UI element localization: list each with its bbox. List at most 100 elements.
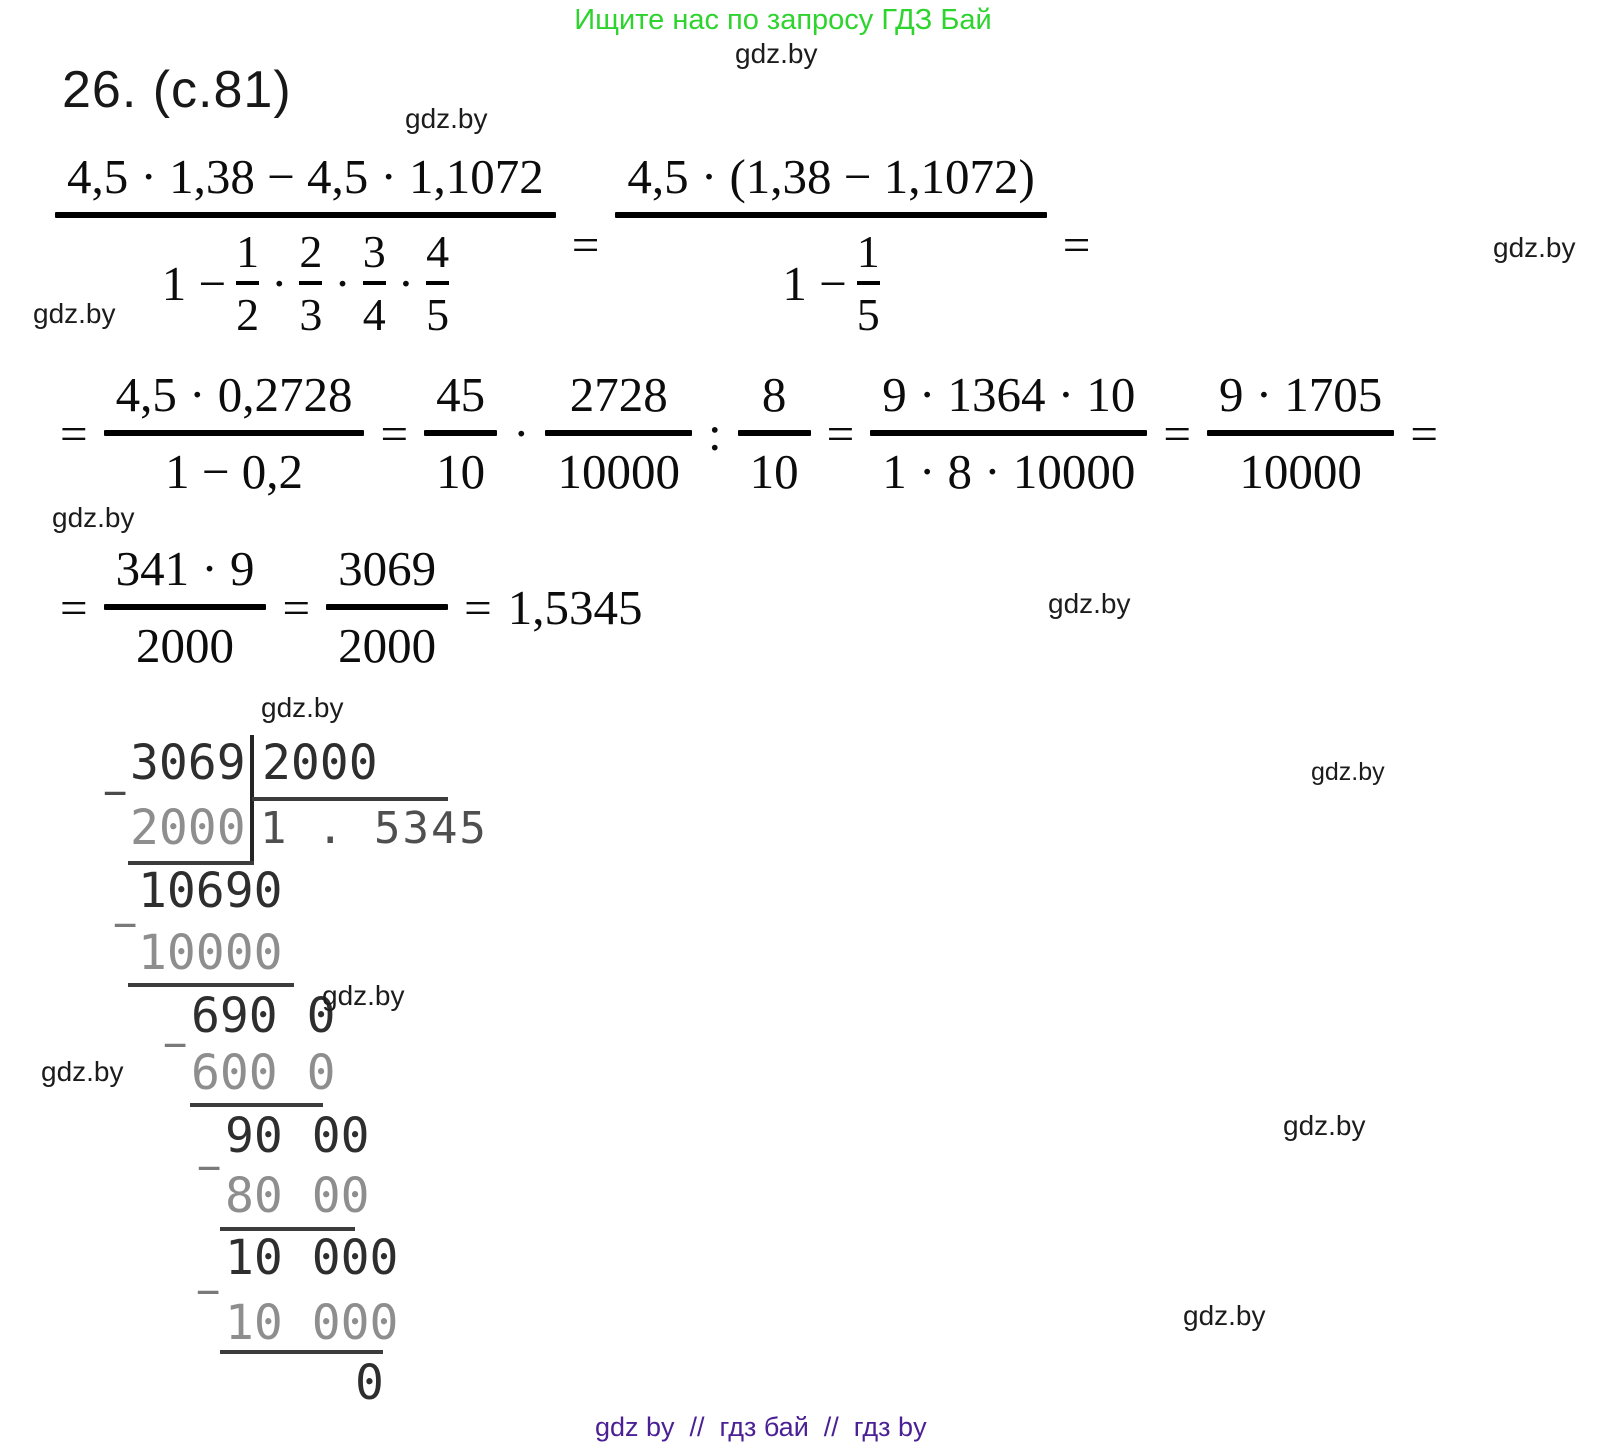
math-line-3: = 341 · 9 2000 = 3069 2000 = 1,5345 [58, 540, 643, 674]
watermark: gdz.by [1048, 588, 1131, 619]
division-step: 10 000 [225, 1295, 399, 1351]
fraction-numerator: 341 · 9 [115, 541, 255, 596]
fraction-bar [615, 212, 1047, 218]
equals-sign: = [282, 579, 311, 635]
watermark: gdz.by [735, 38, 818, 69]
fraction-denominator: 1 − 1 5 [770, 225, 891, 341]
division-dividend: 3069 [130, 735, 246, 791]
division-remainder: 0 [355, 1355, 384, 1411]
division-line [220, 1350, 383, 1354]
fraction-denominator: 10000 [1239, 444, 1362, 499]
division-divisor: 2000 [262, 735, 378, 791]
watermark: gdz.by [322, 980, 405, 1011]
watermark: gdz.by [1311, 758, 1385, 786]
fraction-bar [545, 430, 692, 436]
watermark: gdz.by [33, 298, 116, 329]
fraction: 4,5 · (1,38 − 1,1072) 1 − 1 5 [615, 148, 1047, 341]
fraction-numerator: 9 · 1705 [1218, 367, 1383, 422]
minus-sign: − [103, 770, 128, 816]
minus-sign: − [197, 1145, 222, 1191]
division-step: 80 00 [225, 1168, 370, 1224]
division-step: 90 00 [225, 1108, 370, 1164]
fraction: 9 · 1364 · 10 1 · 8 · 10000 [870, 366, 1148, 500]
promo-banner: Ищите нас по запросу ГДЗ Бай [574, 4, 992, 36]
fraction: 4,5 · 0,2728 1 − 0,2 [103, 366, 365, 500]
fraction: 341 · 9 2000 [103, 540, 267, 674]
multiply-sign: · [271, 255, 288, 311]
problem-number: 26. (с.81) [62, 61, 292, 119]
fraction-numerator: 2728 [569, 367, 668, 422]
multiply-sign: · [513, 405, 530, 461]
fraction-bar [737, 430, 811, 436]
multiply-sign: · [334, 255, 351, 311]
fraction-denominator: 10 [749, 444, 799, 499]
fraction-numerator: 4,5 · 1,38 − 4,5 · 1,1072 [67, 149, 544, 204]
den-prefix: 1 − [782, 255, 847, 311]
fraction-bar [299, 281, 323, 285]
fraction-bar [326, 604, 449, 610]
fraction-bar [362, 281, 386, 285]
fraction-denominator: 1 − 1 2 · 2 3 · 3 4 · 4 5 [150, 225, 461, 341]
fraction-denominator: 3 [299, 289, 323, 340]
minus-sign: − [163, 1022, 188, 1068]
fraction-denominator: 5 [426, 289, 450, 340]
minus-sign: − [113, 902, 138, 948]
fraction-numerator: 4,5 · (1,38 − 1,1072) [627, 149, 1035, 204]
fraction-numerator: 8 [761, 367, 787, 422]
fraction-bar [870, 430, 1148, 436]
fraction: 1 2 [236, 225, 260, 341]
division-step: 10 000 [225, 1230, 399, 1286]
watermark: gdz.by [1493, 232, 1576, 263]
equals-sign: = [826, 405, 855, 461]
fraction-numerator: 3 [362, 226, 386, 277]
watermark: gdz.by [405, 103, 488, 134]
fraction-bar [236, 281, 260, 285]
fraction: 4,5 · 1,38 − 4,5 · 1,1072 1 − 1 2 · 2 3 … [55, 148, 556, 341]
division-step: 690 0 [191, 988, 336, 1044]
division-step: 10690 [138, 863, 283, 919]
den-prefix: 1 − [161, 255, 227, 311]
equals-sign: = [1062, 217, 1091, 272]
division-line [128, 983, 294, 987]
fraction-bar [55, 212, 556, 218]
equals-sign: = [380, 405, 409, 461]
division-step: 10000 [138, 925, 283, 981]
divide-sign: : [707, 405, 722, 461]
fraction-denominator: 1 − 0,2 [165, 444, 303, 499]
equals-sign: = [60, 405, 88, 461]
fraction: 4 5 [426, 225, 450, 341]
fraction-numerator: 1 [856, 226, 880, 277]
fraction: 8 10 [737, 366, 811, 500]
equals-sign: = [464, 579, 492, 635]
fraction-bar [856, 281, 880, 285]
fraction: 9 · 1705 10000 [1206, 366, 1395, 500]
fraction-denominator: 10 [436, 444, 486, 499]
equals-sign: = [60, 579, 88, 635]
fraction-bar [424, 430, 498, 436]
fraction-denominator: 1 · 8 · 10000 [882, 444, 1136, 499]
division-line [220, 1227, 355, 1231]
math-line-1: 4,5 · 1,38 − 4,5 · 1,1072 1 − 1 2 · 2 3 … [55, 148, 1092, 341]
fraction-bar [426, 281, 450, 285]
watermark: gdz.by [1283, 1110, 1366, 1141]
division-line [190, 1103, 323, 1107]
division-line [128, 861, 254, 865]
fraction: 2 3 [299, 225, 323, 341]
watermark: gdz.by [1183, 1300, 1266, 1331]
watermark: gdz.by [261, 692, 344, 723]
fraction: 2728 10000 [545, 366, 692, 500]
fraction-numerator: 4 [426, 226, 450, 277]
fraction-numerator: 2 [299, 226, 323, 277]
watermark: gdz.by [41, 1056, 124, 1087]
math-line-2: = 4,5 · 0,2728 1 − 0,2 = 45 10 · 2728 10… [58, 366, 1440, 500]
division-step: 2000 [130, 800, 246, 856]
long-division: 3069 2000 − 2000 1 . 5345 10690 − 10000 … [100, 735, 620, 1435]
fraction-denominator: 2000 [136, 618, 235, 673]
equals-sign: = [571, 217, 600, 272]
fraction-numerator: 3069 [338, 541, 437, 596]
footer-keywords: gdz by // гдз бай // гдз by [595, 1412, 927, 1442]
fraction-denominator: 4 [362, 289, 386, 340]
fraction-denominator: 10000 [557, 444, 680, 499]
fraction-bar [103, 604, 267, 610]
fraction-numerator: 45 [436, 367, 486, 422]
